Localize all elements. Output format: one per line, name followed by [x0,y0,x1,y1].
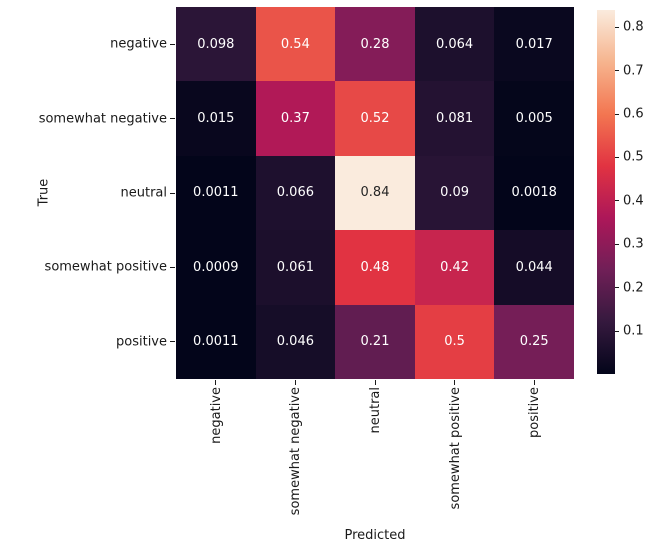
cell-annotation: 0.081 [435,111,474,127]
cell-annotation: 0.0018 [511,185,557,201]
colorbar-gradient [597,10,615,374]
colorbar-tick-label: 0.3 [623,236,644,252]
x-tick-mark [533,380,535,385]
heatmap-cell: 0.28 [335,7,415,82]
heatmap-cell: 0.52 [335,81,415,156]
colorbar-tick-mark [615,70,619,72]
heatmap-cell: 0.37 [255,81,336,156]
x-axis-label: Predicted [344,528,406,543]
cell-annotation: 0.044 [515,259,553,275]
heatmap-cell: 0.25 [494,304,574,379]
colorbar-tick-label: 0.7 [623,63,644,79]
y-tick-mark [170,43,175,45]
y-tick-mark [170,118,175,120]
heatmap-cell: 0.046 [255,304,336,379]
y-tick-labels: negative somewhat negative neutral somewhat… [0,7,167,379]
colorbar-tick-label: 0.2 [623,280,644,296]
y-tick-mark [170,341,175,343]
y-tick-label: neutral [120,185,168,201]
cell-annotation: 0.061 [276,259,314,275]
colorbar-tick-label: 0.8 [623,19,644,35]
heatmap-cell: 0.066 [255,155,336,231]
colorbar-tick-mark [615,243,619,245]
heatmap-cell: 0.0018 [494,155,574,231]
cell-annotation: 0.21 [360,334,390,350]
heatmap-cell: 0.064 [414,7,495,82]
x-tick-mark [454,380,456,385]
x-tick-label: negative [208,387,224,444]
heatmap-cell: 0.098 [176,7,256,82]
heatmap-cell: 0.0011 [176,304,256,379]
cell-annotation: 0.098 [197,36,235,52]
cell-annotation: 0.28 [360,36,390,52]
cell-annotation: 0.064 [435,36,474,52]
x-tick-label: somewhat positive [447,387,463,510]
cell-annotation: 0.42 [440,259,470,275]
y-tick-label: somewhat positive [44,259,167,275]
heatmap-cell: 0.005 [494,81,574,156]
colorbar-tick-mark [615,26,619,28]
heatmap-cell: 0.081 [414,81,495,156]
cell-annotation: 0.066 [276,185,314,201]
heatmap-cell: 0.061 [255,230,336,305]
cell-annotation: 0.046 [276,334,314,350]
heatmap-cell: 0.09 [414,155,495,231]
heatmap-cell: 0.044 [494,230,574,305]
x-tick-mark [215,380,217,385]
cell-annotation: 0.84 [360,185,390,201]
y-tick-label: positive [116,334,167,350]
colorbar-tick-mark [615,330,619,332]
cell-annotation: 0.0011 [193,334,239,350]
heatmap-cell: 0.015 [176,81,256,156]
cell-annotation: 0.48 [360,259,390,275]
cell-annotation: 0.25 [519,334,549,350]
cell-annotation: 0.5 [444,334,465,350]
heatmap-cell: 0.0009 [176,230,256,305]
heatmap-cell: 0.54 [255,7,336,82]
x-tick-mark [374,380,376,385]
y-tick-mark [170,192,175,194]
y-tick-mark [170,266,175,268]
heatmap-cell: 0.21 [335,304,415,379]
colorbar: 0.1 0.2 0.3 0.4 0.5 0.6 0.7 0.8 [597,10,658,374]
x-tick-label: somewhat negative [288,387,304,516]
heatmap-cell: 0.5 [414,304,495,379]
colorbar-tick-label: 0.1 [623,323,644,339]
cell-annotation: 0.09 [440,185,470,201]
x-tick-label: neutral [368,387,383,434]
cell-annotation: 0.017 [515,36,553,52]
cell-annotation: 0.54 [280,36,310,52]
y-tick-label: negative [110,36,167,52]
heatmap-cell: 0.42 [414,230,495,305]
x-tick-label: positive [527,387,543,438]
heatmap-cell: 0.0011 [176,155,256,231]
x-tick-labels: negative somewhat negative neutral somewhat… [176,387,574,532]
cell-annotation: 0.015 [197,111,235,127]
heatmap-cell: 0.84 [335,155,415,231]
cell-annotation: 0.52 [360,111,390,127]
colorbar-tick-label: 0.6 [623,106,644,122]
colorbar-tick-mark [615,156,619,158]
cell-annotation: 0.0009 [193,259,239,275]
y-tick-label: somewhat negative [38,111,167,127]
heatmap-grid: 0.098 0.54 0.28 0.064 0.017 0.015 0.37 0.52 0.08… [176,7,574,379]
cell-annotation: 0.0011 [193,185,239,201]
colorbar-tick-mark [615,113,619,115]
cell-annotation: 0.005 [515,111,553,127]
x-tick-mark [294,380,296,385]
heatmap-cell: 0.48 [335,230,415,305]
colorbar-tick-mark [615,287,619,289]
colorbar-tick-label: 0.4 [623,193,644,209]
heatmap-cell: 0.017 [494,7,574,82]
colorbar-tick-label: 0.5 [623,149,644,165]
cell-annotation: 0.37 [280,111,310,127]
colorbar-tick-mark [615,200,619,202]
